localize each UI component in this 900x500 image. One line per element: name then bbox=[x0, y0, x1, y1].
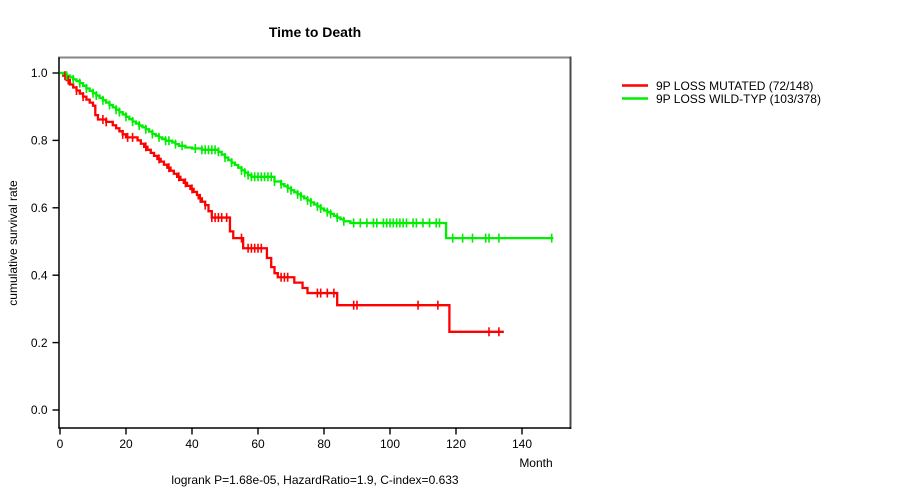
legend-label-wildtype: 9P LOSS WILD-TYP (103/378) bbox=[656, 92, 821, 106]
y-axis-ticks: 0.0 0.2 0.4 0.6 0.8 1.0 bbox=[31, 66, 59, 417]
y-tick-label: 0.0 bbox=[31, 403, 48, 417]
x-tick-label: 100 bbox=[380, 437, 400, 451]
censor-marks bbox=[64, 71, 553, 337]
x-tick-label: 0 bbox=[57, 437, 64, 451]
x-tick-label: 120 bbox=[446, 437, 466, 451]
x-tick-label: 60 bbox=[251, 437, 265, 451]
survival-curve-wildtype bbox=[60, 71, 554, 240]
y-axis-title: cumulative survival rate bbox=[6, 180, 20, 306]
y-tick-label: 0.6 bbox=[31, 201, 48, 215]
stats-footer: logrank P=1.68e-05, HazardRatio=1.9, C-i… bbox=[171, 473, 459, 487]
legend: 9P LOSS MUTATED (72/148) 9P LOSS WILD-TY… bbox=[622, 79, 821, 106]
x-tick-label: 40 bbox=[185, 437, 199, 451]
x-tick-label: 20 bbox=[119, 437, 133, 451]
y-tick-label: 0.8 bbox=[31, 134, 48, 148]
survival-curve-mutated bbox=[60, 71, 504, 333]
y-tick-label: 0.4 bbox=[31, 268, 48, 282]
y-tick-label: 0.2 bbox=[31, 336, 48, 350]
x-axis-ticks: 0 20 40 60 80 100 120 140 bbox=[57, 428, 532, 451]
y-tick-label: 1.0 bbox=[31, 66, 48, 80]
x-tick-label: 140 bbox=[512, 437, 532, 451]
chart-title: Time to Death bbox=[269, 24, 361, 40]
x-axis-title: Month bbox=[519, 456, 552, 470]
survival-curves bbox=[60, 71, 554, 333]
legend-label-mutated: 9P LOSS MUTATED (72/148) bbox=[656, 79, 813, 93]
x-tick-label: 80 bbox=[317, 437, 331, 451]
